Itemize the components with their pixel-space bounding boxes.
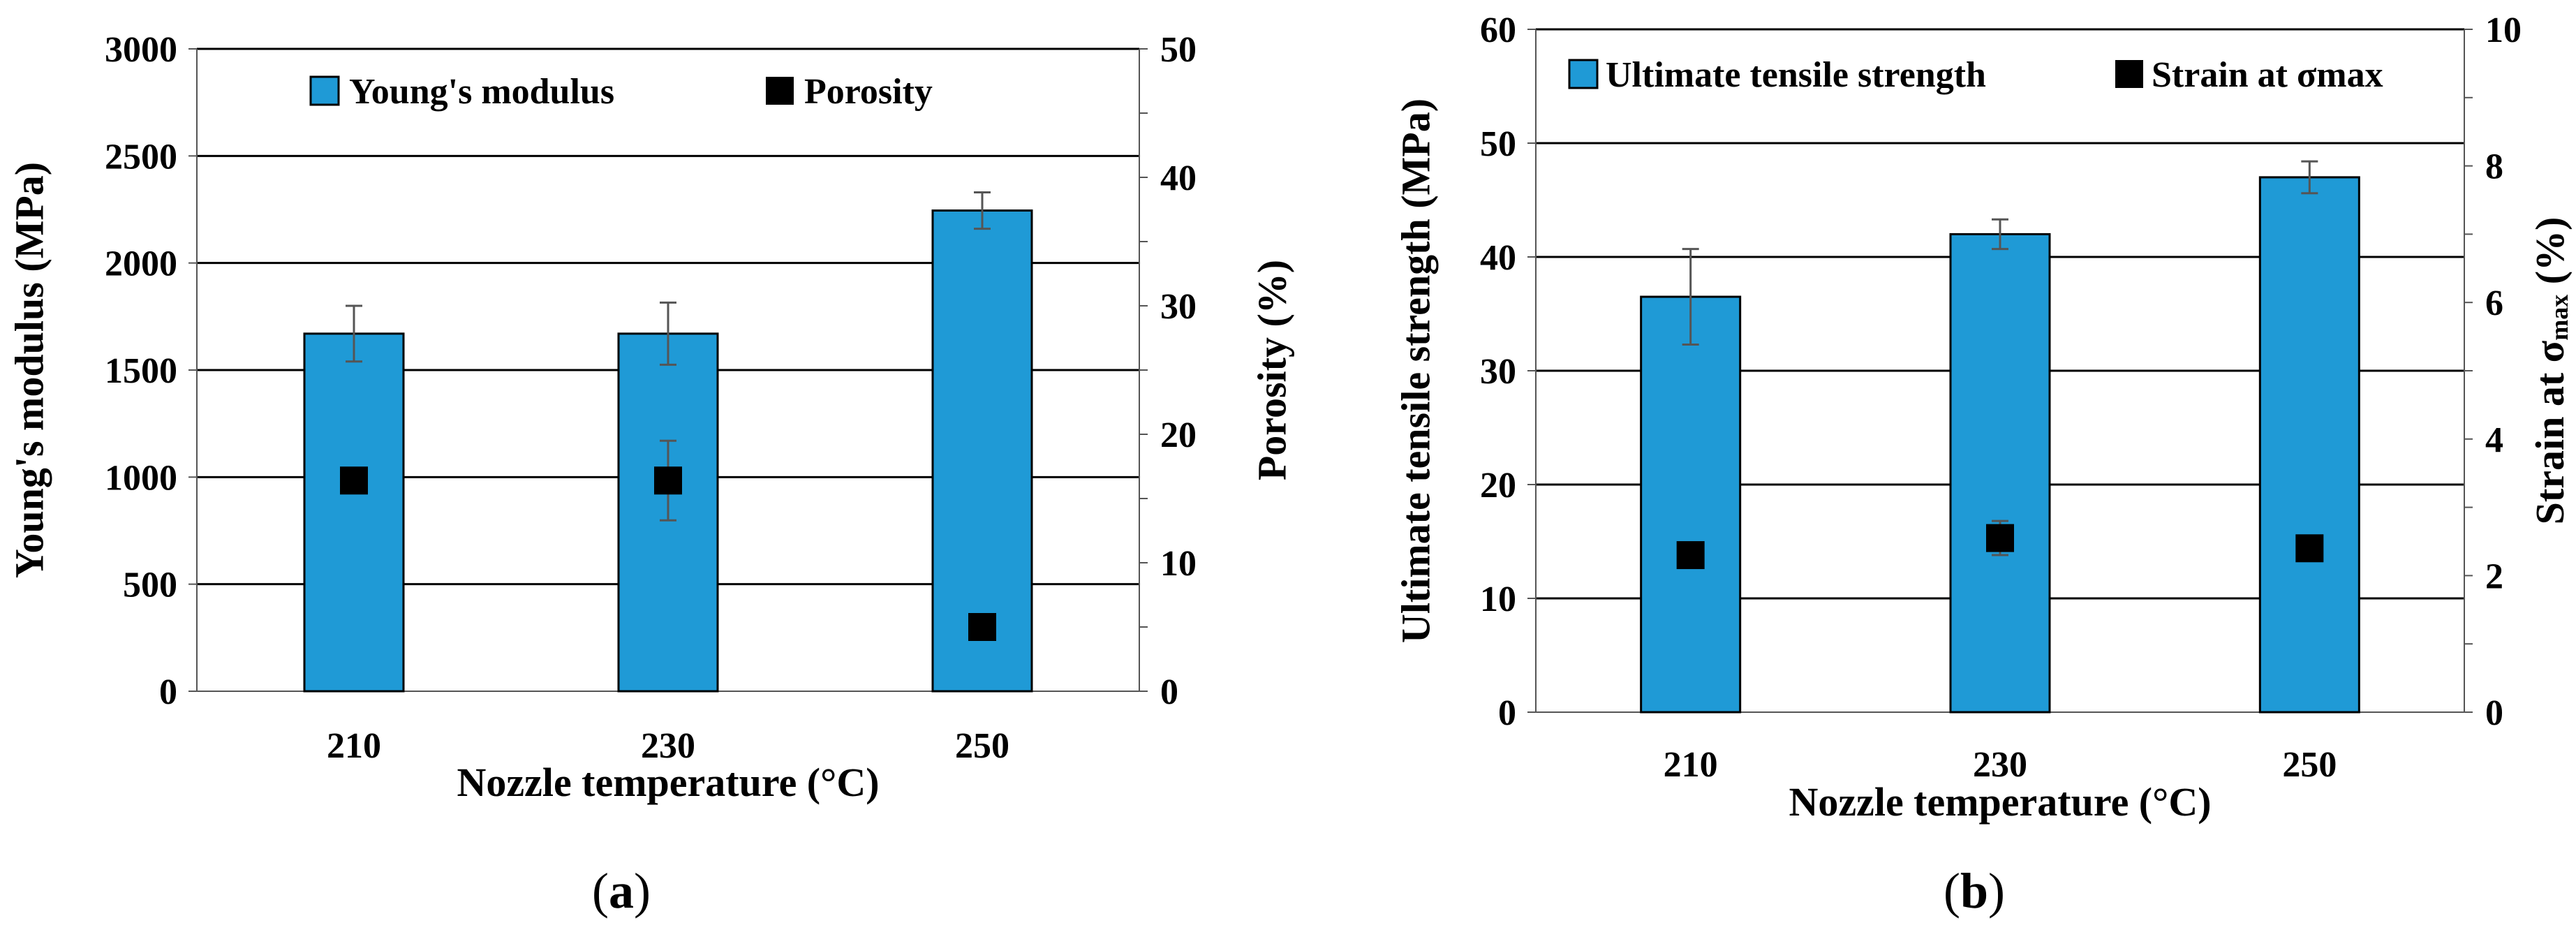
- y-tick-label: 500: [123, 566, 177, 605]
- point-marker: [968, 613, 996, 641]
- point-marker: [340, 466, 368, 495]
- y2-tick-label: 2: [2485, 556, 2503, 596]
- y2-tick-label: 20: [1160, 415, 1197, 455]
- legend-label: Porosity: [804, 72, 933, 112]
- legend-swatch: [1568, 59, 1599, 89]
- panel-a-chart: 0 500 1000 1500 2000 2500 3000 0 10 20 30 40 50 210 23…: [7, 30, 1295, 805]
- legend-swatch: [766, 77, 794, 105]
- x-tick-label: 250: [955, 726, 1009, 766]
- caption-a: (a): [592, 863, 651, 919]
- y-tick-label: 30: [1480, 352, 1516, 392]
- y-tick-label: 1000: [105, 458, 177, 498]
- y-tick-label: 3000: [105, 30, 177, 70]
- x-axis-title: Nozzle temperature (°C): [457, 760, 879, 805]
- y2-tick-label: 4: [2485, 420, 2503, 460]
- y2-tick-label: 40: [1160, 158, 1197, 198]
- y-tick-label: 40: [1480, 238, 1516, 278]
- y2-tick-label: 10: [1160, 544, 1197, 584]
- y-tick-label: 2000: [105, 244, 177, 284]
- y-tick-label: 2500: [105, 137, 177, 177]
- x-tick-label: 230: [641, 726, 695, 766]
- panel-b-chart: 0 10 20 30 40 50 60 0 2 4 6 8 10 210 230 250 Nozzle temp…: [1393, 10, 2574, 825]
- bar: [1640, 295, 1742, 714]
- y-tick-label: 0: [1498, 693, 1516, 733]
- x-tick-label: 230: [1973, 745, 2027, 785]
- y2-tick-label: 30: [1160, 287, 1197, 327]
- x-tick-label: 250: [2282, 745, 2337, 785]
- y-tick-label: 50: [1480, 124, 1516, 164]
- y-tick-label: 0: [159, 672, 177, 712]
- y2-tick-label: 6: [2485, 283, 2503, 323]
- y2-tick-label: 10: [2485, 10, 2522, 50]
- point-marker: [654, 466, 682, 495]
- x-tick-label: 210: [327, 726, 381, 766]
- legend-swatch: [2115, 60, 2143, 88]
- legend-label: Strain at σmax: [2152, 55, 2383, 95]
- point-marker: [1986, 524, 2014, 552]
- y-axis-title: Young's modulus (MPa): [7, 162, 52, 578]
- bar: [2258, 176, 2360, 714]
- y-tick-label: 10: [1480, 580, 1516, 619]
- x-axis-title: Nozzle temperature (°C): [1789, 779, 2211, 825]
- bar: [303, 332, 405, 693]
- legend-swatch: [309, 75, 340, 106]
- bar: [1949, 233, 2051, 714]
- y2-tick-label: 50: [1160, 30, 1197, 70]
- bar: [931, 209, 1033, 693]
- y2-axis-title: Strain at σmax (%): [2527, 217, 2574, 525]
- point-marker: [1676, 541, 1705, 570]
- y2-axis-title: Porosity (%): [1250, 260, 1295, 480]
- y-tick-label: 1500: [105, 351, 177, 391]
- y-axis-title: Ultimate tensile strength (MPa): [1393, 98, 1439, 643]
- point-marker: [2295, 534, 2324, 563]
- legend-label: Ultimate tensile strength: [1606, 55, 1986, 95]
- x-tick-label: 210: [1664, 745, 1718, 785]
- y2-tick-label: 0: [2485, 693, 2503, 733]
- caption-b: (b): [1944, 863, 2005, 919]
- y-tick-label: 60: [1480, 10, 1516, 50]
- y2-tick-label: 0: [1160, 672, 1178, 712]
- y2-tick-label: 8: [2485, 147, 2503, 187]
- legend-label: Young's modulus: [349, 72, 614, 112]
- y-tick-label: 20: [1480, 466, 1516, 506]
